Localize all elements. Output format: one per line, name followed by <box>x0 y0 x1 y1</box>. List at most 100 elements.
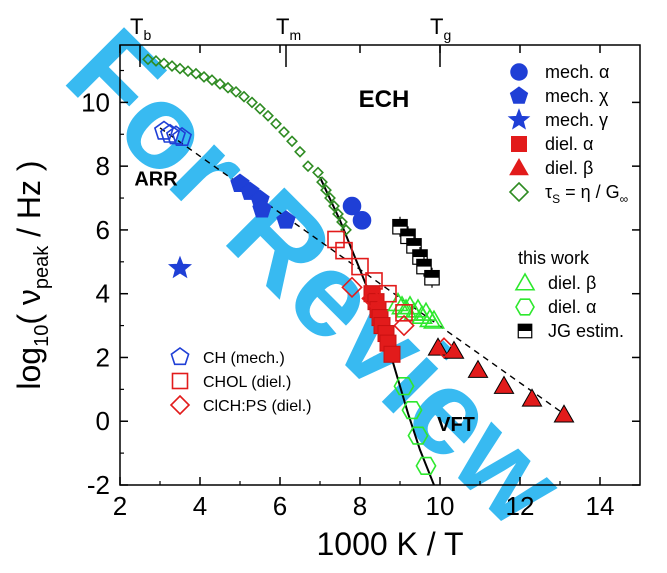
data-point <box>150 55 162 67</box>
data-point <box>276 210 296 229</box>
legend-marker <box>169 394 191 416</box>
legend-label: diel. β <box>545 158 593 178</box>
plot-frame <box>119 44 641 486</box>
series-mech- <box>230 173 296 229</box>
legend-item: CH (mech.) <box>170 347 285 367</box>
legend-item: mech. χ <box>509 86 609 106</box>
data-point <box>433 337 455 359</box>
legends: mech. α mech. χ mech. γ diel. α diel. β τS = … <box>169 62 628 416</box>
legend-label: diel. β <box>548 273 596 293</box>
data-points <box>142 53 575 476</box>
y-tick-label: 0 <box>96 406 110 436</box>
data-point <box>222 81 234 94</box>
legend-label: τS = η / G∞ <box>545 182 628 206</box>
data-point <box>198 70 210 83</box>
annotation-ech: ECH <box>359 86 410 113</box>
y-tick-label: 6 <box>96 215 110 245</box>
data-point <box>214 77 226 90</box>
legend-marker <box>508 181 530 203</box>
series-diel- <box>363 285 401 363</box>
annotations: ECH ARR VFT <box>134 86 475 436</box>
legend-label: mech. γ <box>545 110 608 130</box>
data-point <box>342 196 362 216</box>
data-point <box>553 404 575 423</box>
legend-marker <box>517 323 533 339</box>
data-point <box>401 400 423 420</box>
legend-marker <box>509 157 529 176</box>
x-axis-label: 1000 K / T <box>316 526 463 562</box>
x-tick-label: 6 <box>273 491 287 521</box>
data-point <box>174 62 186 75</box>
data-point <box>521 388 543 407</box>
legend-marker <box>507 108 531 130</box>
legend-label: mech. α <box>545 62 609 82</box>
data-point <box>270 117 282 130</box>
data-point <box>415 456 437 476</box>
data-point <box>142 53 154 66</box>
legend-item: τS = η / G∞ <box>508 181 628 206</box>
data-point <box>395 304 413 322</box>
data-point <box>341 276 363 299</box>
data-point <box>206 74 218 87</box>
legend-item: mech. γ <box>507 108 608 130</box>
legend-marker <box>514 272 536 291</box>
top-axis-label: Tm <box>276 14 301 43</box>
x-tick-label: 4 <box>193 491 207 521</box>
data-point <box>336 216 348 228</box>
series-diel- <box>427 337 575 423</box>
data-point <box>383 345 401 363</box>
series-tau-s <box>142 53 352 236</box>
data-point <box>238 90 250 103</box>
legend-item: mech. α <box>510 62 609 82</box>
x-tick-label: 14 <box>586 491 615 521</box>
y-axis-label: log10( νpeak / Hz ) <box>11 160 53 389</box>
top-axis-label: Tg <box>430 14 451 43</box>
data-point <box>351 257 369 276</box>
legend-marker <box>510 63 528 81</box>
x-tick-label: 2 <box>113 491 127 521</box>
data-point <box>167 255 193 279</box>
legend-item: diel. β <box>514 272 596 293</box>
data-point <box>182 65 194 78</box>
legend-this-work-title: this work <box>518 248 590 268</box>
legend-item: diel. α <box>511 134 593 154</box>
x-tick-label: 8 <box>353 491 367 521</box>
data-point <box>407 426 429 445</box>
legend-label: CHOL (diel.) <box>203 374 291 391</box>
legend-label: diel. α <box>548 297 596 317</box>
data-point <box>423 309 445 329</box>
data-point <box>190 67 202 80</box>
legend-label: CH (mech.) <box>203 350 285 367</box>
data-point <box>324 192 336 204</box>
series-this-work-diel- <box>393 376 437 476</box>
legend-marker <box>509 86 529 104</box>
data-point <box>171 126 193 146</box>
data-point <box>443 340 465 359</box>
data-point <box>365 272 383 290</box>
data-point <box>278 126 290 138</box>
data-point <box>294 145 306 158</box>
data-point <box>166 60 178 72</box>
data-point <box>361 287 383 310</box>
legend-marker <box>511 136 527 152</box>
data-point <box>328 200 340 212</box>
legend-item: CHOL (diel.) <box>171 372 291 391</box>
series-mech- <box>167 255 193 279</box>
data-point <box>379 284 397 303</box>
axes: 2 4 6 8 10 12 14 -2 0 2 4 6 8 10 Tb Tm Tg 1000 K / T log10… <box>11 14 640 562</box>
legend-item: diel. α <box>515 297 596 317</box>
legend-label: JG estim. <box>548 321 624 341</box>
data-point <box>393 314 415 337</box>
annotation-vft: VFT <box>437 414 475 436</box>
x-tick-label: 12 <box>506 491 535 521</box>
legend-label: ClCH:PS (diel.) <box>203 398 311 415</box>
series-chol-diel- <box>327 230 413 322</box>
legend-item: ClCH:PS (diel.) <box>169 394 311 416</box>
data-point <box>230 85 242 98</box>
y-tick-label: 10 <box>81 87 110 117</box>
legend-label: mech. χ <box>545 86 609 106</box>
series-jg-estim- <box>392 216 440 288</box>
data-point <box>340 223 352 236</box>
data-point <box>332 208 344 220</box>
